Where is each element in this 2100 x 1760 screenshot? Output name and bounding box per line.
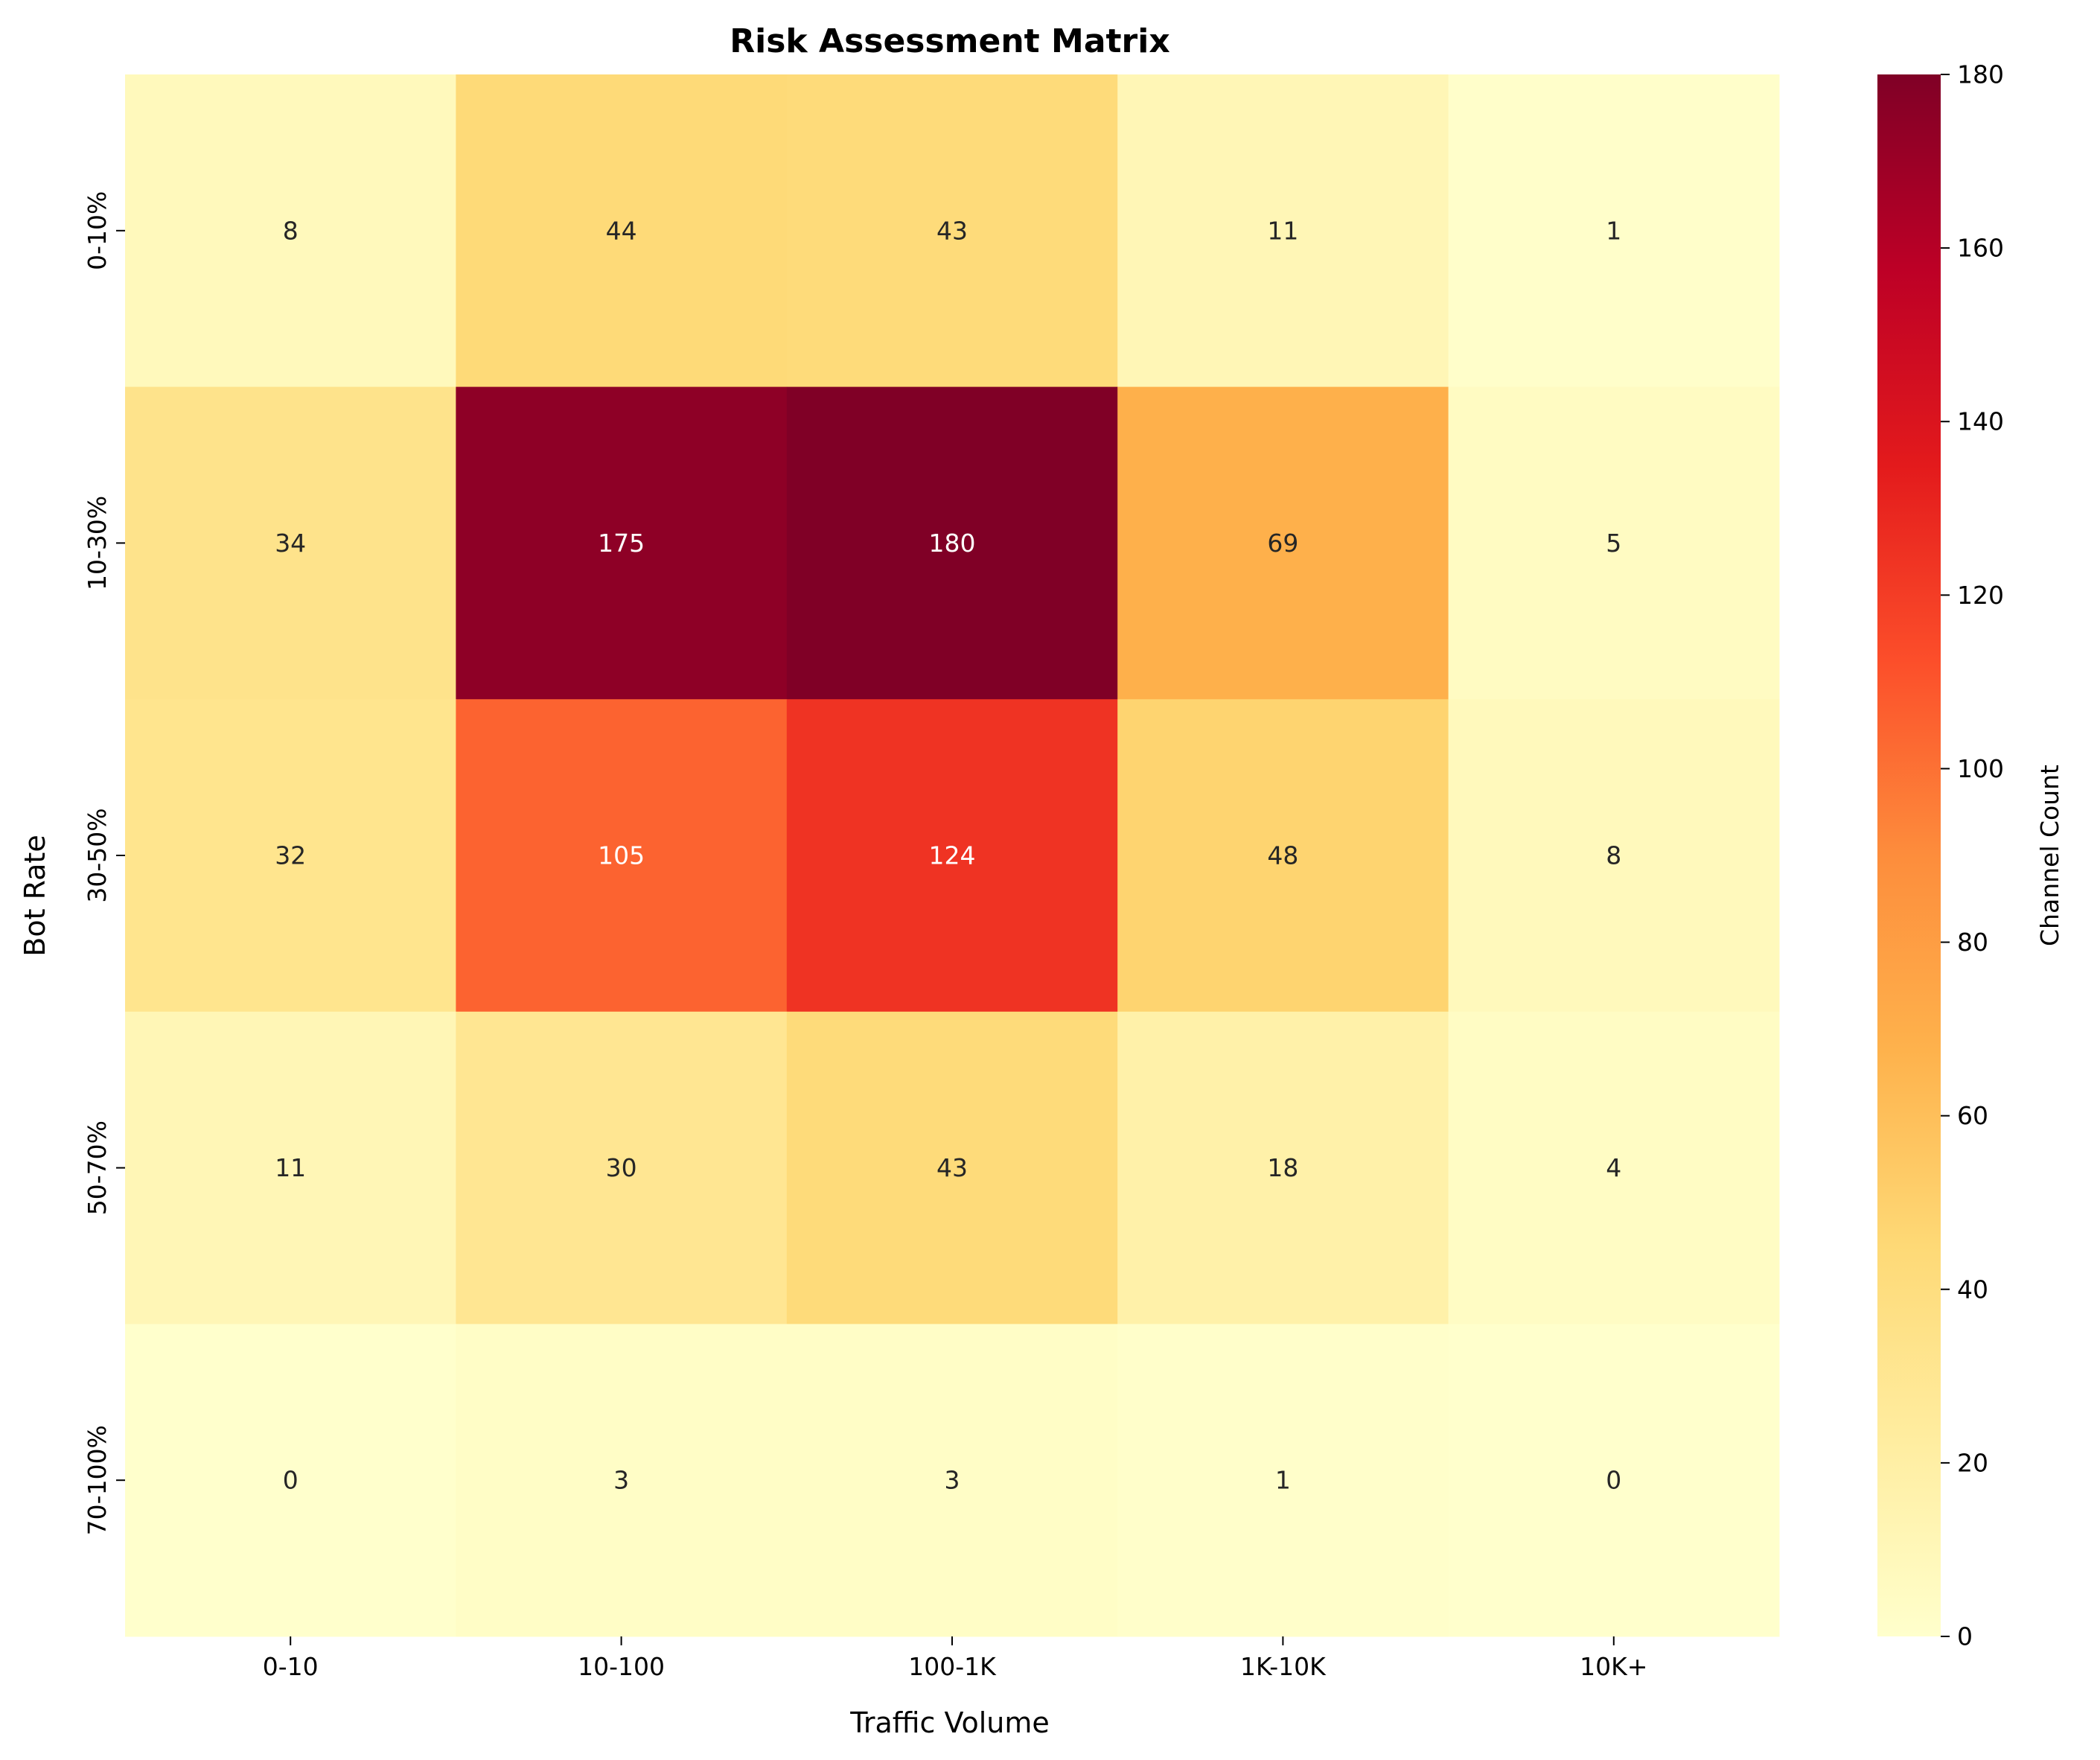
heatmap-cell [456, 386, 788, 700]
colorbar-tick-label: 80 [1957, 928, 1988, 957]
heatmap-cell [1448, 699, 1780, 1013]
y-tick-label: 70-100% [83, 1425, 112, 1535]
cell-value-label: 0 [283, 1466, 299, 1495]
heatmap-cell [456, 1011, 788, 1324]
colorbar-label: Channel Count [2035, 765, 2064, 946]
heatmap-cell [1117, 74, 1449, 388]
heatmap-cell [125, 699, 456, 1013]
heatmap-cell [786, 699, 1118, 1013]
heatmap-cell [1448, 1011, 1780, 1324]
cell-value-label: 8 [283, 216, 299, 245]
heatmap-cell [1117, 386, 1449, 700]
heatmap-cell [456, 74, 788, 388]
chart-title: Risk Assessment Matrix [730, 22, 1169, 60]
colorbar-tick-label: 180 [1957, 60, 2004, 89]
heatmap-cell [1117, 1324, 1449, 1637]
y-tick-label: 0-10% [83, 191, 112, 270]
heatmap-cell [1448, 74, 1780, 388]
cell-value-label: 32 [275, 841, 306, 870]
colorbar-tick-label: 40 [1957, 1275, 1988, 1304]
heatmap-cell [125, 1011, 456, 1324]
cell-value-label: 11 [1267, 216, 1298, 245]
colorbar-tick-label: 100 [1957, 754, 2004, 783]
cell-value-label: 18 [1267, 1153, 1298, 1182]
cell-value-label: 11 [275, 1153, 306, 1182]
cell-value-label: 3 [613, 1466, 629, 1495]
cell-value-label: 1 [1606, 216, 1621, 245]
cell-value-label: 0 [1606, 1466, 1621, 1495]
cell-value-label: 34 [275, 529, 306, 558]
cell-value-label: 3 [945, 1466, 960, 1495]
heatmap-cell [786, 1324, 1118, 1637]
heatmap-cell [1448, 386, 1780, 700]
heatmap-cell [456, 1324, 788, 1637]
y-tick-label: 30-50% [83, 808, 112, 902]
cell-value-label: 48 [1267, 841, 1298, 870]
colorbar-tick-label: 160 [1957, 234, 2004, 263]
heatmap-cells [125, 74, 1780, 1637]
cell-value-label: 105 [598, 841, 645, 870]
cell-value-label: 180 [929, 529, 976, 558]
cell-value-label: 4 [1606, 1153, 1621, 1182]
heatmap-cell [125, 386, 456, 700]
y-axis-label: Bot Rate [19, 835, 51, 956]
y-axis-ticks: 0-10% 10-30% 30-50% 50-70% 70-100% [83, 191, 125, 1535]
x-tick-label: 10-100 [578, 1652, 665, 1681]
x-tick-label: 0-10 [263, 1652, 319, 1681]
cell-value-label: 44 [606, 216, 637, 245]
x-tick-label: 100-1K [908, 1652, 997, 1681]
cell-value-label: 43 [936, 1153, 968, 1182]
colorbar-tick-label: 60 [1957, 1101, 1988, 1130]
cell-value-label: 1 [1275, 1466, 1291, 1495]
cell-value-label: 175 [598, 529, 645, 558]
x-axis-ticks: 0-10 10-100 100-1K 1K-10K 10K+ [263, 1636, 1647, 1681]
colorbar [1877, 74, 1941, 1636]
heatmap-cell [1448, 1324, 1780, 1637]
heatmap-cell [1117, 699, 1449, 1013]
cell-value-label: 69 [1267, 529, 1298, 558]
colorbar-tick-label: 0 [1957, 1622, 1973, 1651]
cell-value-label: 124 [929, 841, 976, 870]
heatmap-cell [786, 386, 1118, 700]
heatmap-cell [125, 1324, 456, 1637]
cell-value-label: 8 [1606, 841, 1621, 870]
x-tick-label: 1K-10K [1240, 1652, 1327, 1681]
colorbar-tick-label: 140 [1957, 407, 2004, 436]
y-tick-label: 50-70% [83, 1120, 112, 1215]
y-tick-label: 10-30% [83, 496, 112, 590]
x-tick-label: 10K+ [1580, 1652, 1647, 1681]
cell-value-label: 30 [606, 1153, 637, 1182]
heatmap-cell [786, 74, 1118, 388]
heatmap-cell [1117, 1011, 1449, 1324]
heatmap-cell [125, 74, 456, 388]
heatmap-cell-labels: 8 44 43 11 134 175 180 69 532 105 124 48 811 30 43 18 40… [275, 216, 1621, 1494]
cell-value-label: 43 [936, 216, 968, 245]
colorbar-ticks: 0 20 40 60 80 100 120 140 160 180 [1941, 60, 2004, 1651]
colorbar-tick-label: 20 [1957, 1448, 1988, 1477]
x-axis-label: Traffic Volume [849, 1706, 1050, 1739]
cell-value-label: 5 [1606, 529, 1621, 558]
heatmap-cell [786, 1011, 1118, 1324]
colorbar-tick-label: 120 [1957, 581, 2004, 610]
heatmap-cell [456, 699, 788, 1013]
